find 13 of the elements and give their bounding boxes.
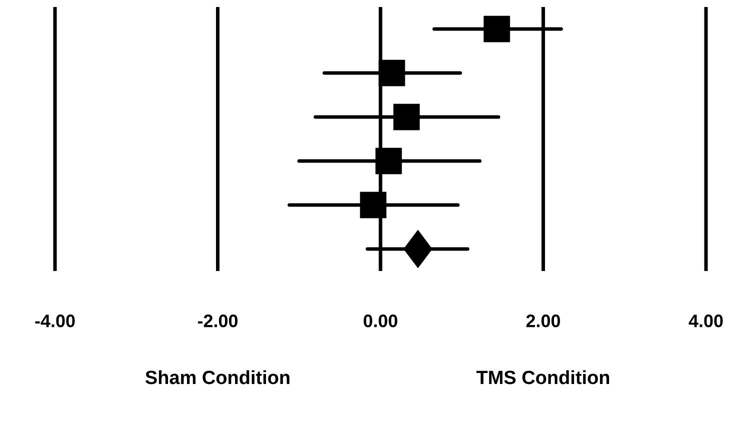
x-tick-label: 4.00 xyxy=(688,314,723,328)
x-tick-label: -4.00 xyxy=(35,314,75,328)
point xyxy=(393,104,420,130)
text: TMS Condition xyxy=(476,370,610,384)
point xyxy=(484,16,510,42)
x-tick-label: -2.00 xyxy=(198,314,238,328)
text: Sham Condition xyxy=(145,370,290,384)
point xyxy=(403,230,432,268)
point xyxy=(375,148,402,174)
x-tick-label: 2.00 xyxy=(526,314,560,328)
x-tick-label: 0.00 xyxy=(364,314,398,328)
point xyxy=(360,192,386,218)
point xyxy=(378,60,406,86)
